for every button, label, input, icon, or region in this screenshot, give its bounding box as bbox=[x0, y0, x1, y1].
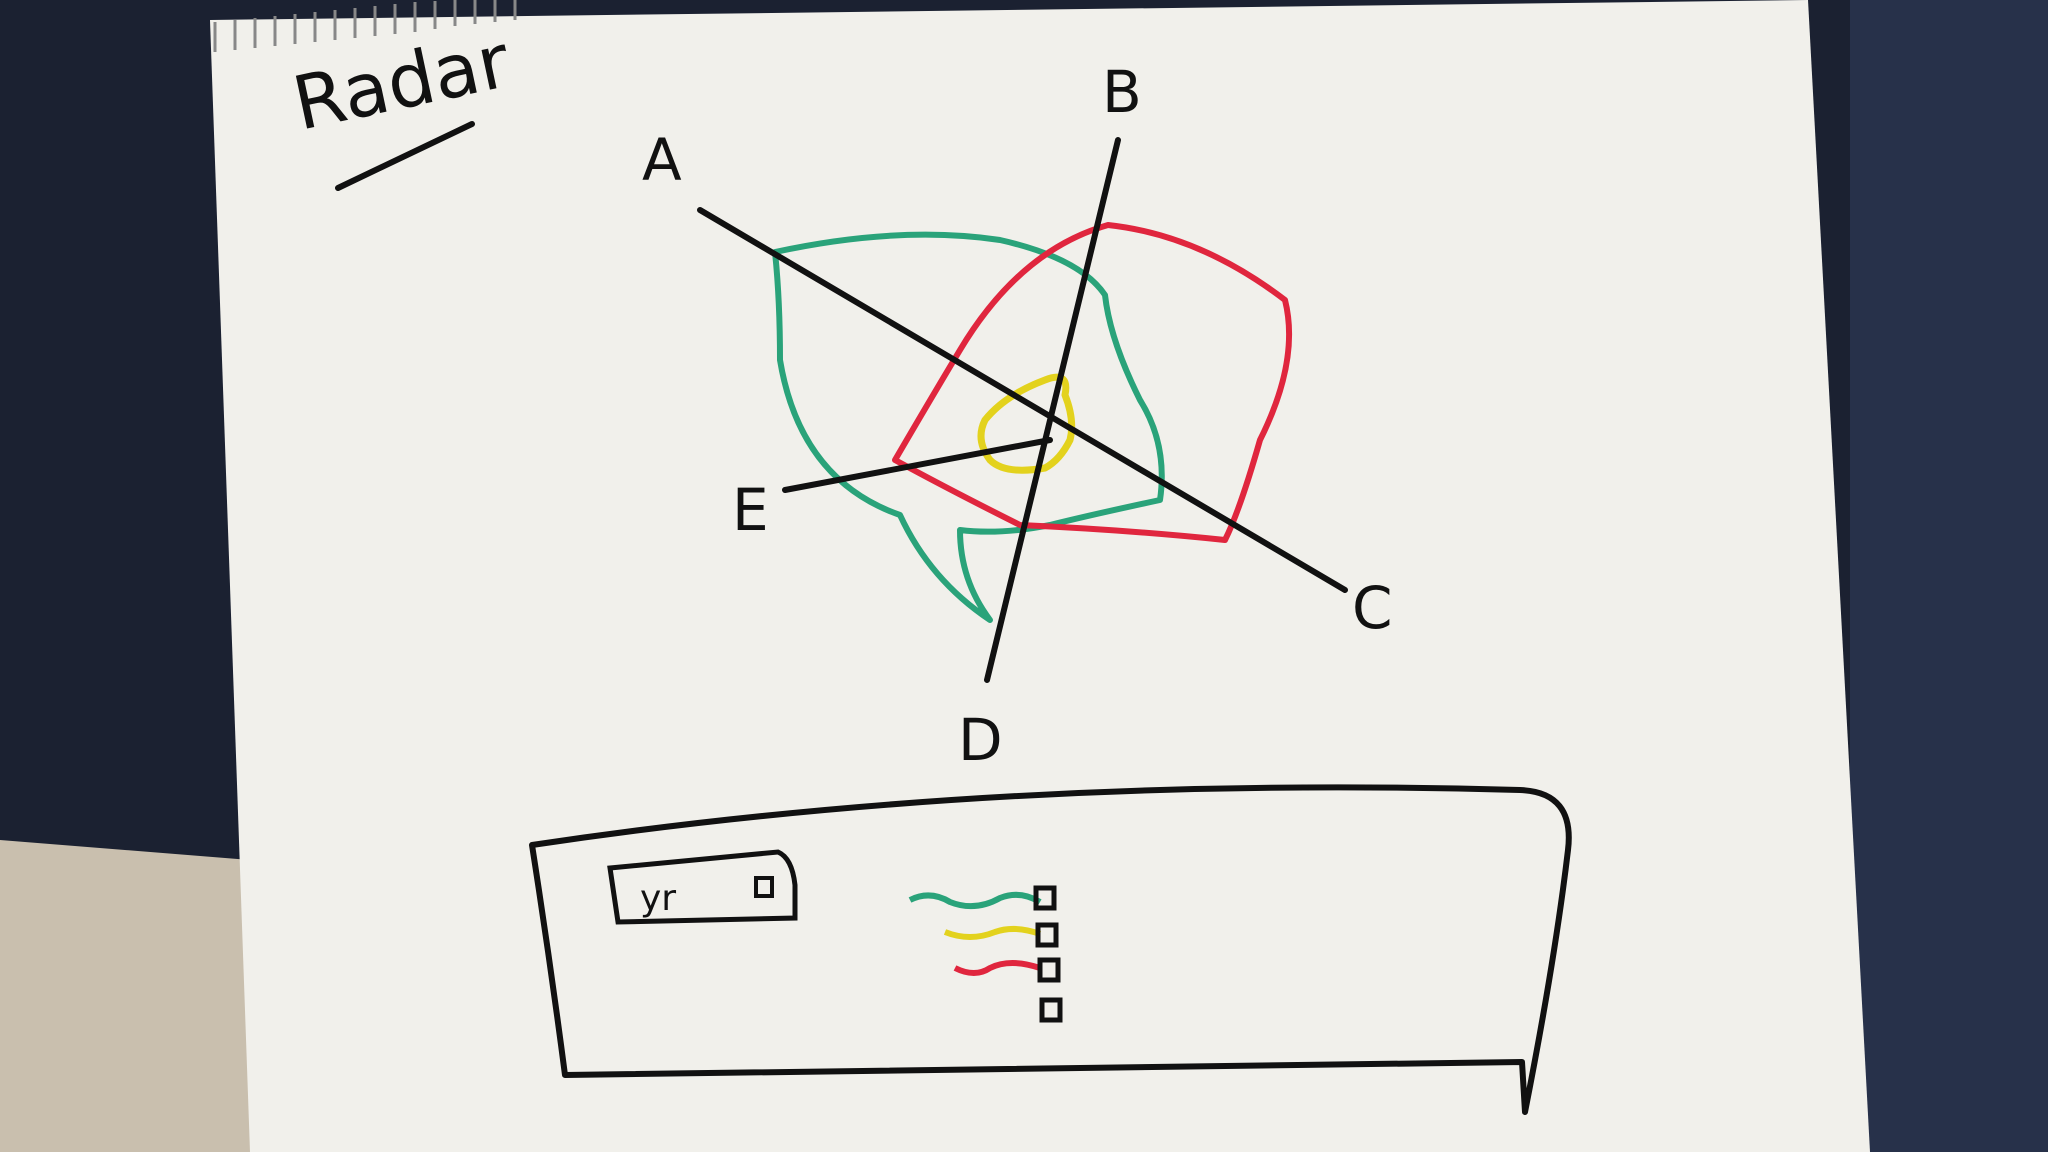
axis-label-d: D bbox=[958, 706, 1003, 774]
fabric-right bbox=[1850, 0, 2048, 1152]
axis-label-c: C bbox=[1352, 574, 1393, 642]
axis-label-a: A bbox=[642, 126, 682, 194]
desk-corner bbox=[0, 840, 260, 1152]
axis-label-e: E bbox=[732, 476, 769, 544]
axis-label-b: B bbox=[1102, 58, 1142, 126]
year-select-label: yr bbox=[640, 878, 676, 919]
